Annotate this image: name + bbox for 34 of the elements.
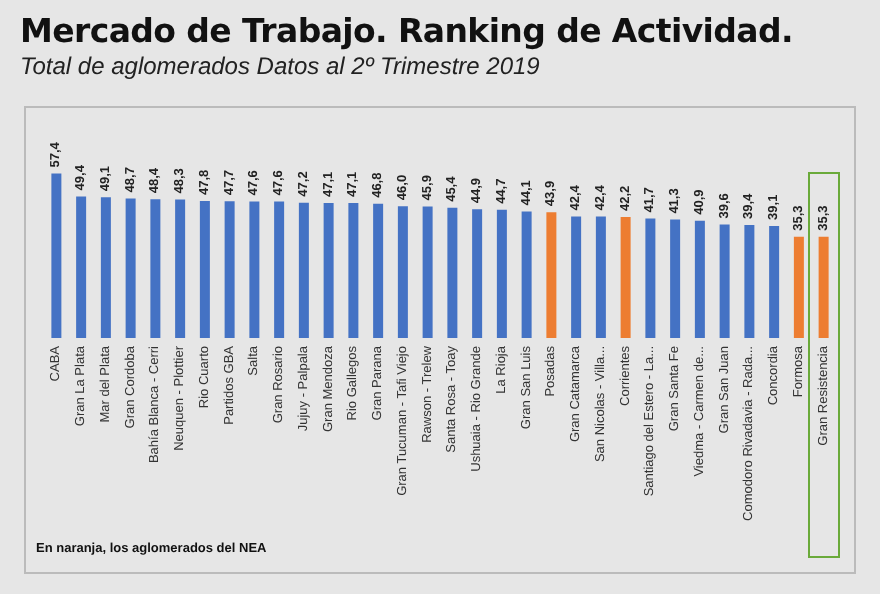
bar: [150, 199, 161, 338]
bar: [76, 196, 87, 338]
bar: [175, 199, 186, 338]
bar: [447, 207, 458, 338]
bar: [323, 202, 334, 338]
bar: [472, 209, 483, 338]
bar: [397, 206, 408, 338]
bar: [51, 173, 62, 338]
bar: [670, 219, 681, 338]
bar: [769, 225, 780, 338]
bar: [595, 216, 606, 338]
bar: [571, 216, 582, 338]
bar: [694, 220, 705, 338]
bar: [422, 206, 433, 338]
bar: [744, 225, 755, 338]
bar: [793, 236, 804, 338]
bar: [521, 211, 532, 338]
chart-subtitle: Total de aglomerados Datos al 2º Trimestre 2019: [20, 52, 540, 80]
bar: [274, 201, 285, 338]
bar: [645, 218, 656, 338]
bar: [298, 202, 309, 338]
bar: [373, 203, 384, 338]
bar: [249, 201, 260, 338]
bar: [719, 224, 730, 338]
bar: [818, 236, 829, 338]
bar: [496, 209, 507, 338]
bar: [348, 202, 359, 338]
bar: [125, 198, 136, 338]
bar: [546, 212, 557, 338]
bar: [224, 201, 235, 338]
chart-title: Mercado de Trabajo. Ranking de Actividad.: [20, 12, 793, 50]
bar: [199, 200, 210, 338]
bar: [100, 197, 111, 338]
bar: [620, 217, 631, 338]
